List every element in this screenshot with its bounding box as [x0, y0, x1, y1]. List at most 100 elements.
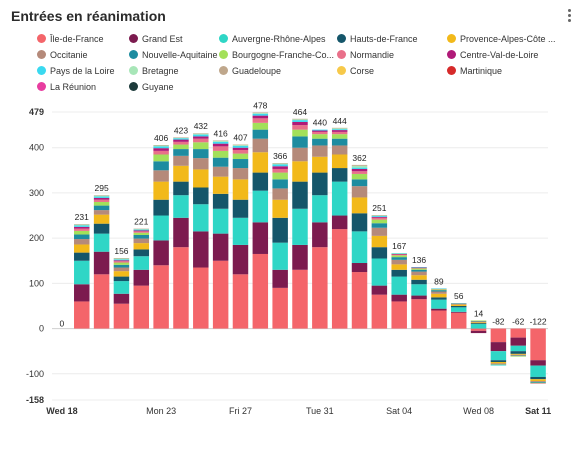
bar-segment[interactable]	[93, 274, 110, 329]
bar-segment[interactable]	[74, 224, 90, 226]
bar-segment[interactable]	[252, 222, 269, 254]
bar-segment[interactable]	[193, 142, 209, 150]
bar-segment[interactable]	[212, 140, 229, 142]
bar-segment[interactable]	[93, 195, 110, 196]
bar-segment[interactable]	[470, 324, 487, 329]
bar-segment[interactable]	[153, 240, 169, 266]
bar-segment[interactable]	[93, 201, 110, 206]
bar-segment[interactable]	[193, 267, 209, 329]
bar-segment[interactable]	[113, 258, 130, 259]
legend-item[interactable]: Centre-Val-de-Loire	[447, 48, 538, 61]
bar-segment[interactable]	[371, 227, 388, 236]
bar-segment[interactable]	[193, 187, 209, 205]
bar-segment[interactable]	[292, 244, 308, 270]
bar-segment[interactable]	[431, 290, 447, 292]
bar-segment[interactable]	[411, 267, 427, 268]
bar-segment[interactable]	[371, 235, 388, 248]
legend-item[interactable]: Occitanie	[37, 48, 88, 61]
bar-segment[interactable]	[193, 204, 209, 232]
bar-segment[interactable]	[411, 299, 427, 329]
bar-segment[interactable]	[252, 118, 269, 123]
bar-segment[interactable]	[252, 122, 269, 130]
bar-segment[interactable]	[133, 229, 150, 230]
bar-segment[interactable]	[93, 233, 110, 252]
bar-segment[interactable]	[74, 225, 90, 227]
bar-segment[interactable]	[252, 253, 269, 329]
bar-segment[interactable]	[450, 312, 467, 329]
bar-segment[interactable]	[510, 351, 526, 354]
bar-segment[interactable]	[371, 215, 388, 216]
bar-segment[interactable]	[530, 383, 546, 384]
bar-segment[interactable]	[133, 229, 150, 231]
bar-segment[interactable]	[133, 232, 150, 235]
bar-segment[interactable]	[113, 267, 130, 272]
bar-segment[interactable]	[153, 215, 169, 241]
bar-segment[interactable]	[212, 193, 229, 209]
bar-segment[interactable]	[133, 285, 150, 329]
bar-segment[interactable]	[312, 145, 328, 157]
bar-segment[interactable]	[212, 146, 229, 151]
bar-segment[interactable]	[113, 271, 130, 277]
bar-segment[interactable]	[193, 136, 209, 139]
bar-segment[interactable]	[173, 137, 189, 138]
bar-segment[interactable]	[74, 228, 90, 231]
bar-segment[interactable]	[391, 255, 407, 258]
bar-segment[interactable]	[74, 226, 90, 229]
bar-segment[interactable]	[470, 321, 487, 323]
bar-segment[interactable]	[331, 127, 348, 129]
bar-segment[interactable]	[331, 168, 348, 182]
bar-segment[interactable]	[431, 310, 447, 329]
bar-segment[interactable]	[470, 320, 487, 322]
bar-segment[interactable]	[173, 247, 189, 329]
bar-segment[interactable]	[272, 217, 288, 243]
bar-segment[interactable]	[173, 155, 189, 166]
bar-segment[interactable]	[312, 130, 328, 132]
bar-segment[interactable]	[292, 136, 308, 148]
bar-segment[interactable]	[331, 181, 348, 216]
bar-segment[interactable]	[331, 154, 348, 169]
bar-segment[interactable]	[272, 163, 288, 165]
bar-segment[interactable]	[530, 379, 546, 382]
bar-segment[interactable]	[193, 231, 209, 268]
bar-segment[interactable]	[212, 157, 229, 167]
bar-segment[interactable]	[232, 217, 249, 245]
bar-segment[interactable]	[133, 249, 150, 257]
bar-segment[interactable]	[93, 251, 110, 275]
bar-segment[interactable]	[133, 230, 150, 232]
bar-segment[interactable]	[93, 197, 110, 200]
bar-segment[interactable]	[173, 137, 189, 139]
bar-segment[interactable]	[212, 143, 229, 147]
bar-segment[interactable]	[113, 276, 130, 282]
bar-segment[interactable]	[292, 147, 308, 162]
bar-segment[interactable]	[391, 264, 407, 270]
bar-segment[interactable]	[232, 145, 249, 148]
bar-segment[interactable]	[173, 217, 189, 248]
bar-segment[interactable]	[411, 267, 427, 269]
bar-segment[interactable]	[411, 275, 427, 280]
bar-segment[interactable]	[93, 214, 110, 224]
bar-segment[interactable]	[510, 354, 526, 356]
bar-segment[interactable]	[173, 181, 189, 196]
more-vertical-icon[interactable]	[563, 7, 575, 25]
bar-segment[interactable]	[252, 112, 269, 114]
bar-segment[interactable]	[331, 229, 348, 329]
bar-segment[interactable]	[312, 134, 328, 139]
bar-segment[interactable]	[232, 144, 249, 146]
bar-segment[interactable]	[113, 281, 130, 294]
bar-segment[interactable]	[411, 284, 427, 296]
bar-segment[interactable]	[411, 279, 427, 285]
bar-segment[interactable]	[292, 120, 308, 122]
bar-segment[interactable]	[74, 244, 90, 253]
bar-segment[interactable]	[133, 269, 150, 286]
bar-segment[interactable]	[510, 355, 526, 357]
legend-item[interactable]: Grand Est	[129, 32, 183, 45]
bar-segment[interactable]	[530, 360, 546, 366]
bar-segment[interactable]	[252, 138, 269, 153]
bar-segment[interactable]	[351, 165, 368, 168]
bar-segment[interactable]	[252, 113, 269, 116]
legend-item[interactable]: Guadeloupe	[219, 64, 281, 77]
bar-segment[interactable]	[391, 253, 407, 255]
bar-segment[interactable]	[391, 294, 407, 302]
bar-segment[interactable]	[292, 125, 308, 130]
bar-segment[interactable]	[272, 199, 288, 218]
